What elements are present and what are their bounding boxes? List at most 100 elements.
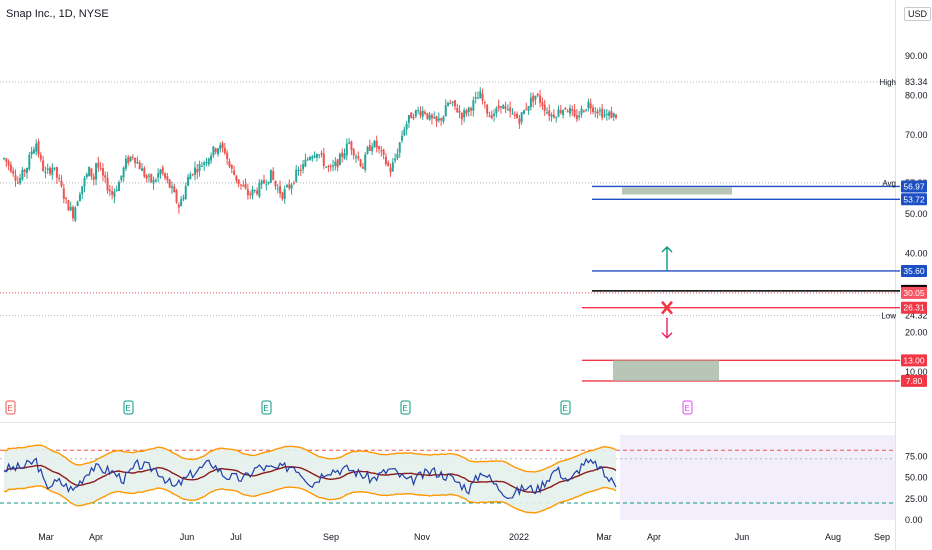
candle-body xyxy=(69,206,72,211)
candle-body xyxy=(375,140,378,148)
candle-body xyxy=(120,175,123,180)
arrow-up-icon xyxy=(661,245,673,271)
candle-body xyxy=(380,149,383,151)
candle-body xyxy=(536,93,539,96)
candle-body xyxy=(578,115,581,117)
candle-body xyxy=(106,178,109,191)
candle-body xyxy=(239,184,242,186)
candle-body xyxy=(585,109,588,111)
candle-body xyxy=(405,123,408,130)
candle-body xyxy=(433,117,436,119)
currency-button[interactable]: USD xyxy=(904,7,932,21)
candle-body xyxy=(488,116,491,118)
candle-body xyxy=(458,111,461,113)
candle-body xyxy=(355,156,358,158)
candle-body xyxy=(562,110,565,116)
candle-body xyxy=(58,177,61,179)
candle-body xyxy=(451,101,454,103)
candle-body xyxy=(193,167,196,175)
candle-body xyxy=(513,114,516,116)
time-axis: Mar Apr Jun Jul Sep Nov 2022 Mar Apr Jun Aug Sep xyxy=(38,532,890,542)
time-tick-label: 2022 xyxy=(509,532,529,542)
time-tick-label: Jun xyxy=(735,532,750,542)
price-tick-label: 50.00 xyxy=(905,209,928,219)
time-tick-label: Apr xyxy=(89,532,103,542)
candle-body xyxy=(493,113,496,116)
reference-label: Avg xyxy=(882,179,896,188)
candle-body xyxy=(525,108,528,110)
candle-body xyxy=(42,160,45,172)
candle-body xyxy=(281,192,284,199)
rsi-tick-label: 0.00 xyxy=(905,515,923,525)
candle-body xyxy=(173,186,176,193)
candle-body xyxy=(122,167,125,178)
candle-body xyxy=(426,113,429,119)
time-tick-label: Aug xyxy=(825,532,841,542)
candle-body xyxy=(417,110,420,112)
candle-body xyxy=(465,110,468,114)
candle-body xyxy=(483,102,486,104)
candle-body xyxy=(396,153,399,159)
candle-body xyxy=(504,106,507,109)
candle-body xyxy=(175,190,178,203)
candle-body xyxy=(364,154,367,171)
candle-body xyxy=(221,143,224,148)
candle-body xyxy=(304,159,307,167)
candle-body xyxy=(474,96,477,99)
candle-body xyxy=(329,166,332,168)
candle-body xyxy=(177,204,180,208)
candle-body xyxy=(26,167,29,173)
rsi-tick-label: 75.00 xyxy=(905,451,928,461)
candle-body xyxy=(325,166,328,168)
time-tick-label: Mar xyxy=(596,532,612,542)
rsi-ma-line xyxy=(3,464,617,494)
candle-body xyxy=(276,188,279,190)
candle-body xyxy=(83,178,86,187)
candle-body xyxy=(320,152,323,155)
candle-body xyxy=(101,168,104,176)
candle-body xyxy=(428,114,431,120)
candle-body xyxy=(81,186,84,195)
candle-body xyxy=(378,146,381,149)
candle-body xyxy=(299,169,302,172)
candle-body xyxy=(318,154,321,156)
candle-body xyxy=(566,111,569,113)
candle-body xyxy=(309,157,311,160)
pane-divider xyxy=(0,422,895,423)
candle-body xyxy=(486,104,489,114)
earnings-icon xyxy=(400,400,411,415)
rsi-pane xyxy=(0,435,895,520)
candle-body xyxy=(311,156,314,159)
candle-body xyxy=(391,162,394,172)
candle-body xyxy=(210,155,213,161)
candle-body xyxy=(366,147,369,154)
candle-body xyxy=(104,175,107,178)
candle-body xyxy=(258,183,261,197)
candle-body xyxy=(345,143,348,156)
price-axis: 10.00 20.00 40.00 50.00 70.00 80.00 90.00 High 8… xyxy=(880,51,928,525)
level-tag-label: 7.80 xyxy=(906,376,923,386)
candle-body xyxy=(389,167,392,173)
candle-body xyxy=(28,155,31,170)
earnings-icon xyxy=(261,400,272,415)
candle-body xyxy=(55,167,58,178)
candle-body xyxy=(575,115,578,120)
candle-body xyxy=(421,110,424,117)
candle-body xyxy=(124,158,127,169)
candle-body xyxy=(384,156,387,165)
candle-body xyxy=(74,207,77,221)
candle-body xyxy=(113,191,116,197)
candle-body xyxy=(269,169,272,183)
candle-body xyxy=(603,114,606,117)
candle-body xyxy=(219,145,222,150)
candle-body xyxy=(288,184,291,189)
chart-title[interactable]: Snap Inc., 1D, NYSE xyxy=(6,8,109,20)
candle-body xyxy=(95,163,98,180)
candle-body xyxy=(131,156,134,158)
candle-body xyxy=(49,168,52,174)
price-tick-label: 10.00 xyxy=(905,367,928,377)
candle-body xyxy=(414,110,417,117)
candle-body xyxy=(332,165,335,167)
candle-body xyxy=(371,146,374,152)
candle-body xyxy=(141,168,144,171)
